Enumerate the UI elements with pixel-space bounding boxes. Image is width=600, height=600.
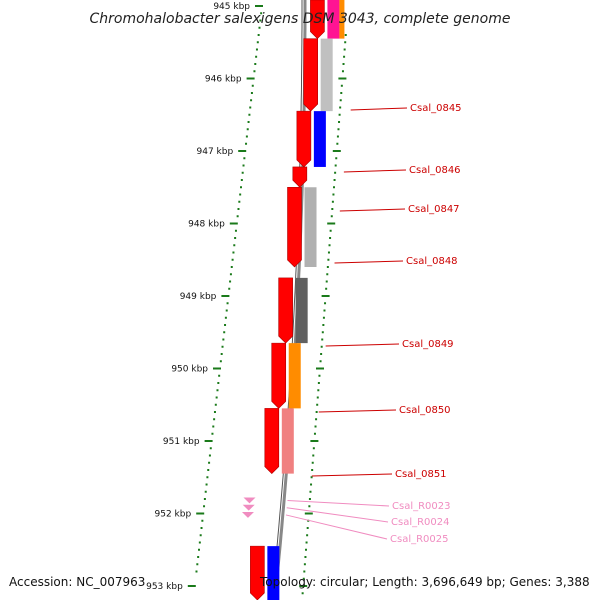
- gene-leader-line: [325, 343, 400, 347]
- rna-chevron: [242, 504, 255, 511]
- gene-leader-line: [334, 260, 404, 264]
- cog-block: [267, 546, 280, 600]
- gene-label: Csal_0851: [395, 469, 447, 480]
- gene-leader-line: [287, 499, 390, 507]
- rna-chevron: [241, 512, 254, 518]
- cog-block: [288, 343, 301, 409]
- cds-arrow: [250, 545, 265, 600]
- gene-label: Csal_R0023: [392, 501, 451, 512]
- gene-label: Csal_R0024: [391, 517, 450, 528]
- accession-text: Accession: NC_007963: [9, 575, 145, 589]
- gene-label: Csal_0847: [408, 204, 460, 215]
- cds-arrow: [264, 408, 280, 475]
- cds-arrow: [310, 0, 325, 40]
- gene-leader-line: [285, 514, 388, 540]
- cog-block: [281, 408, 294, 474]
- gene-label: Csal_0846: [409, 165, 461, 176]
- cds-arrow: [292, 166, 308, 188]
- tick-label: 946 kbp: [205, 75, 242, 85]
- tick-label: 945 kbp: [213, 2, 250, 12]
- cog-block: [313, 111, 326, 167]
- gene-leader-line: [318, 409, 397, 413]
- tick-label: 951 kbp: [163, 437, 200, 447]
- tick-label: 950 kbp: [171, 365, 208, 375]
- cds-arrow: [271, 342, 287, 409]
- cds-arrow: [303, 38, 318, 112]
- gene-leader-line: [339, 208, 406, 212]
- rna-chevron: [243, 497, 256, 504]
- gene-leader-line: [311, 473, 393, 477]
- map-title: Chromohalobacter salexigens DSM 3043, co…: [90, 11, 511, 27]
- cds-arrow: [296, 110, 312, 168]
- gene-leader-line: [286, 507, 389, 523]
- gene-leader-line: [350, 107, 408, 111]
- gene-label: Csal_0848: [406, 256, 458, 267]
- gene-label: Csal_0845: [410, 103, 462, 114]
- cds-arrow: [287, 186, 302, 268]
- cog-block: [327, 0, 340, 39]
- cog-block: [304, 187, 317, 267]
- cog-block: [295, 277, 308, 344]
- tick-label: 952 kbp: [155, 510, 192, 520]
- tick-label: 953 kbp: [146, 582, 183, 592]
- tick-label: 948 kbp: [188, 220, 225, 230]
- features-layer: [241, 0, 345, 600]
- topology-text: Topology: circular; Length: 3,696,649 bp…: [259, 575, 590, 589]
- gene-label: Csal_0850: [399, 405, 451, 416]
- gene-label: Csal_R0025: [390, 534, 449, 545]
- gene-leader-line: [343, 169, 407, 173]
- backbone-inner: [271, 0, 303, 600]
- tick-layer: 945 kbp 946 kbp 947 kbp 948 kbp 949 kbp 950 k…: [146, 2, 347, 595]
- labels-layer: Csal_0845 Csal_0846 Csal_0847 Csal_0848 Csal…: [285, 103, 462, 545]
- cog-block: [320, 38, 333, 112]
- cds-arrow: [278, 277, 293, 344]
- tick-label: 949 kbp: [180, 292, 217, 302]
- cog-block-secondary: [339, 0, 345, 39]
- gene-label: Csal_0849: [402, 339, 454, 350]
- tick-label: 947 kbp: [197, 147, 234, 157]
